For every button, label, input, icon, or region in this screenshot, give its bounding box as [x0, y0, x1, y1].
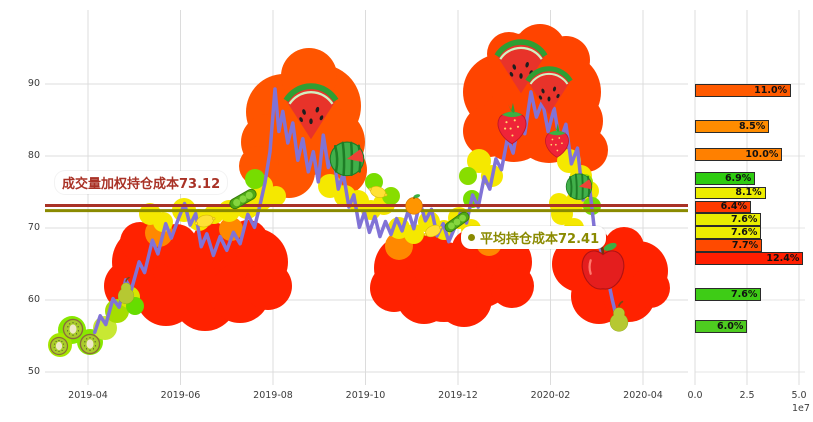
histogram-bar: 6.0%: [695, 320, 748, 333]
x-tick-label: 2019-12: [438, 390, 478, 401]
strawberry-icon: [497, 102, 527, 145]
price-line: [92, 87, 626, 335]
histogram-bar: 7.6%: [695, 213, 762, 226]
histogram-bar-label: 6.4%: [720, 201, 747, 213]
histogram-bar-label: 7.6%: [731, 288, 758, 300]
tangerine-icon: [405, 194, 423, 215]
histogram-bar-label: 8.1%: [735, 187, 762, 198]
x-tick-label: 2020-04: [623, 390, 663, 401]
x-tick-label: 2019-08: [253, 390, 293, 401]
y-tick-label: 60: [27, 294, 40, 305]
y-tick-label: 90: [27, 78, 40, 89]
x-tick-label: 2019-04: [68, 390, 108, 401]
vwap-cost-text: 成交量加权持仓成本73.12: [62, 177, 221, 192]
y-tick-label: 80: [27, 150, 40, 161]
lemon-icon: [423, 224, 443, 238]
histogram-bar-label: 7.6%: [731, 226, 758, 238]
histogram-bar: 6.4%: [695, 200, 751, 214]
histogram-bar: 10.0%: [695, 148, 783, 161]
histogram-bar-label: 8.5%: [738, 120, 766, 132]
x-tick-label: 2019-06: [160, 390, 201, 401]
histogram-scale-note: 1e7: [792, 403, 810, 414]
strawberry-icon: [545, 123, 569, 158]
histogram-bar: 8.5%: [695, 120, 770, 133]
histogram-bar: 7.6%: [695, 226, 762, 239]
histogram-bar-label: 6.9%: [724, 172, 752, 184]
x-tick-label: 2019-10: [345, 390, 386, 401]
avg-cost-text: 平均持仓成本72.41: [480, 232, 600, 247]
histogram-bar: 7.6%: [695, 288, 762, 301]
avg-cost-label: 平均持仓成本72.41: [461, 226, 607, 249]
y-tick-label: 70: [27, 222, 40, 233]
peas-icon: [229, 188, 257, 210]
hist-x-tick-label: 0.0: [687, 390, 703, 401]
pear-icon: [609, 300, 629, 332]
hist-x-tick-label: 2.5: [739, 390, 755, 401]
histogram-bar-label: 6.0%: [717, 320, 744, 332]
lemon-icon: [368, 186, 388, 198]
watermelon-icon: [565, 173, 593, 200]
watermelon-slice-icon: [494, 39, 548, 94]
peas-icon: [444, 211, 470, 233]
histogram-bar: 6.9%: [695, 172, 756, 185]
watermelon-slice-icon: [525, 66, 573, 115]
lemon-icon: [194, 214, 216, 228]
hist-x-tick-label: 5.0: [791, 390, 807, 401]
histogram-bar-label: 7.6%: [731, 213, 758, 225]
histogram-bar-label: 10.0%: [745, 148, 779, 160]
y-tick-label: 50: [27, 366, 40, 377]
x-tick-label: 2020-02: [530, 390, 571, 401]
histogram-bar: 8.1%: [695, 186, 766, 199]
pear-icon: [117, 276, 135, 305]
histogram-bar: 11.0%: [695, 84, 792, 97]
histogram-bar: 7.7%: [695, 239, 763, 252]
kiwi-icon: [79, 333, 101, 355]
kiwi-icon: [49, 336, 69, 356]
watermelon-slice-icon: [283, 83, 339, 140]
watermelon-icon: [329, 141, 365, 177]
vwap-cost-label: 成交量加权持仓成本73.12: [55, 171, 228, 194]
histogram-bar: 12.4%: [695, 252, 804, 265]
kiwi-icon: [62, 318, 84, 340]
histogram-bar-label: 12.4%: [766, 252, 800, 264]
histogram-bar-label: 7.7%: [731, 239, 759, 251]
histogram-bar-label: 11.0%: [754, 84, 788, 96]
avg-cost-marker-icon: [468, 234, 475, 241]
